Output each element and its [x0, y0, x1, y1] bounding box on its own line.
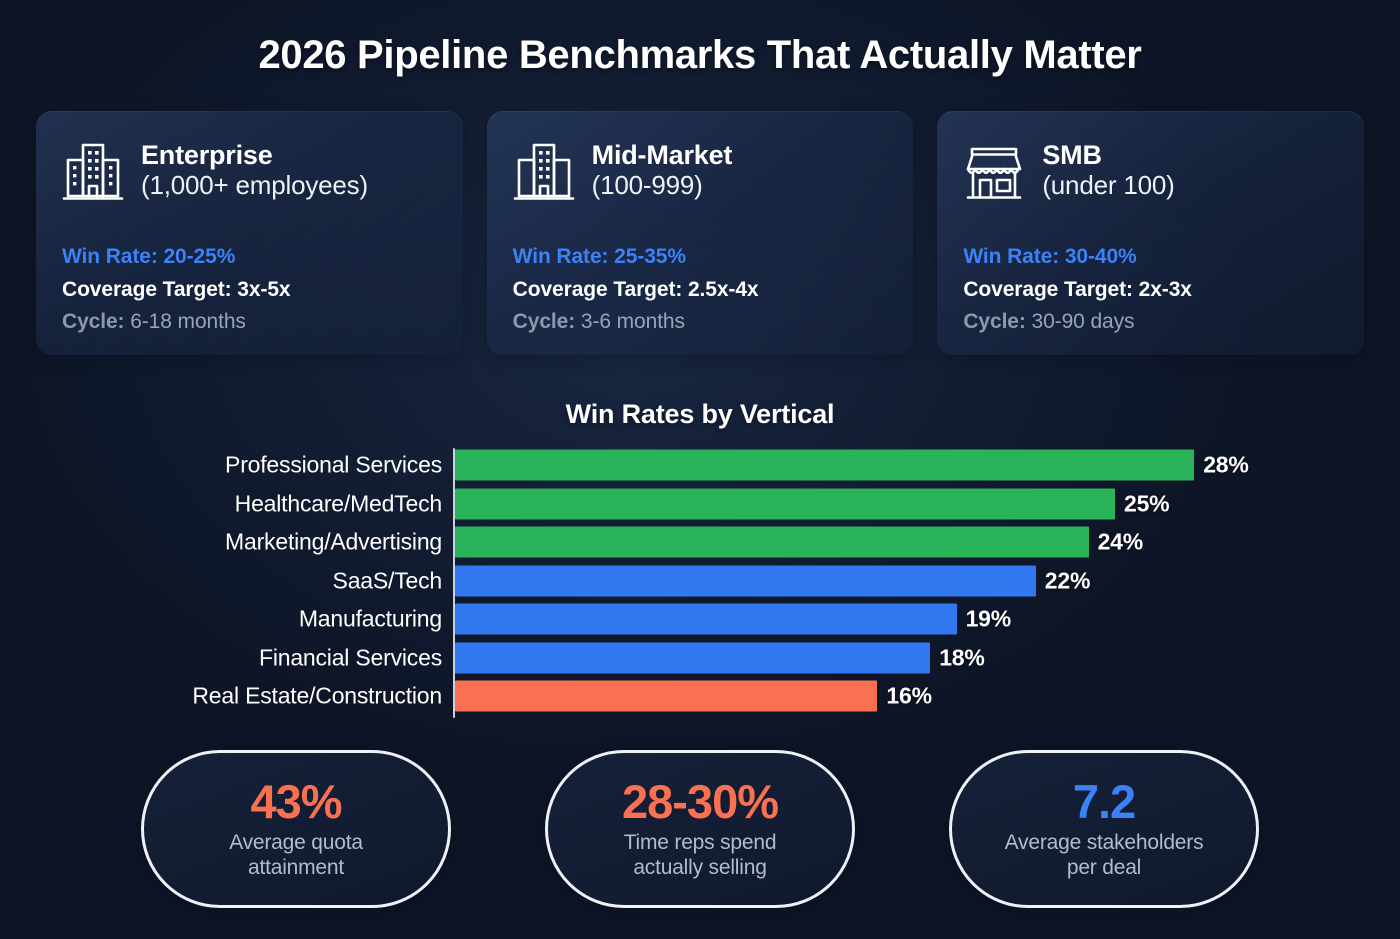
chart-row: Real Estate/Construction 16% [0, 677, 1400, 716]
chart-row: Financial Services 18% [0, 639, 1400, 678]
cycle-value: 30-90 days [1031, 310, 1135, 334]
stat-label-line1: Time reps spend [623, 830, 777, 854]
segment-name: Enterprise [141, 140, 273, 170]
cycle-line: Cycle: 30-90 days [963, 306, 1338, 339]
chart-bar [455, 488, 1115, 520]
chart-bar [455, 680, 878, 712]
chart-bar-value: 18% [939, 644, 985, 671]
chart-row: SaaS/Tech 22% [0, 562, 1400, 601]
segment-card-smb[interactable]: SMB (under 100) Win Rate: 30-40% Coverag… [937, 111, 1365, 355]
win-rate-line: Win Rate: 20-25% [62, 245, 236, 268]
stat-label: Time reps spend actually selling [624, 831, 777, 881]
stat-label-line1: Average stakeholders [1004, 830, 1204, 854]
stat-label-line2: attainment [247, 855, 345, 879]
chart-bar [455, 642, 931, 674]
segment-name: Mid-Market [591, 140, 733, 170]
stat-pill-selling-time[interactable]: 28-30% Time reps spend actually selling [545, 750, 855, 908]
win-rates-bar-chart: Professional Services 28% Healthcare/MedTe… [0, 446, 1400, 720]
card-stats: Win Rate: 30-40% Coverage Target: 2x-3x … [963, 241, 1338, 339]
win-rate-line: Win Rate: 25-35% [512, 245, 686, 268]
stat-value: 7.2 [1072, 774, 1136, 828]
chart-bar [455, 565, 1036, 597]
cycle-label: Cycle: [512, 310, 576, 334]
cycle-label: Cycle: [62, 310, 125, 334]
page-title: 2026 Pipeline Benchmarks That Actually M… [258, 33, 1142, 77]
segment-name: SMB [1042, 140, 1102, 170]
office-buildings-icon [62, 140, 124, 204]
chart-bar-value: 19% [965, 605, 1012, 632]
stat-value: 43% [250, 774, 342, 828]
cycle-line: Cycle: 6-18 months [62, 306, 437, 339]
chart-row: Healthcare/MedTech 25% [0, 485, 1400, 524]
chart-category-label: SaaS/Tech [332, 567, 443, 594]
stat-value: 28-30% [622, 774, 779, 828]
card-title-block: Enterprise (1,000+ employees) [141, 139, 368, 201]
cycle-value: 3-6 months [580, 310, 685, 334]
stat-label: Average quota attainment [229, 831, 363, 881]
chart-bar-value: 24% [1097, 528, 1144, 555]
chart-bar [455, 603, 957, 635]
stat-label-line2: actually selling [633, 855, 767, 879]
chart-row: Marketing/Advertising 24% [0, 523, 1400, 562]
segment-card-enterprise[interactable]: Enterprise (1,000+ employees) Win Rate: … [36, 111, 463, 355]
chart-bar [455, 526, 1089, 558]
chart-bar-value: 22% [1044, 567, 1091, 594]
segment-card-mid-market[interactable]: Mid-Market (100-999) Win Rate: 25-35% Co… [486, 111, 914, 355]
card-header: Mid-Market (100-999) [513, 139, 888, 225]
chart-title: Win Rates by Vertical [565, 399, 835, 429]
segment-size: (100-999) [591, 170, 703, 201]
stat-label-line1: Average quota [229, 830, 363, 854]
chart-category-label: Marketing/Advertising [225, 528, 442, 555]
stat-pill-stakeholders[interactable]: 7.2 Average stakeholders per deal [949, 750, 1259, 908]
chart-y-axis [453, 448, 455, 718]
chart-bar [455, 449, 1195, 481]
card-title-block: SMB (under 100) [1042, 139, 1174, 201]
cycle-line: Cycle: 3-6 months [513, 306, 888, 339]
segment-card-group: Enterprise (1,000+ employees) Win Rate: … [36, 111, 1365, 355]
chart-bar-value: 28% [1203, 451, 1249, 478]
card-stats: Win Rate: 25-35% Coverage Target: 2.5x-4… [513, 241, 888, 339]
chart-category-label: Real Estate/Construction [192, 682, 442, 709]
segment-size: (under 100) [1042, 170, 1175, 201]
card-stats: Win Rate: 20-25% Coverage Target: 3x-5x … [62, 241, 437, 339]
card-title-block: Mid-Market (100-999) [592, 139, 733, 201]
cycle-value: 6-18 months [130, 310, 246, 334]
chart-category-label: Professional Services [225, 451, 442, 478]
coverage-target-line: Coverage Target: 2x-3x [963, 277, 1192, 301]
chart-row: Manufacturing 19% [0, 600, 1400, 639]
coverage-target-line: Coverage Target: 2.5x-4x [512, 277, 759, 301]
cycle-label: Cycle: [963, 310, 1026, 334]
chart-category-label: Healthcare/MedTech [234, 490, 443, 517]
stat-pill-group: 43% Average quota attainment 28-30% Time… [0, 750, 1400, 915]
segment-size: (1,000+ employees) [141, 170, 368, 201]
card-header: SMB (under 100) [963, 139, 1338, 225]
storefront-icon [963, 140, 1025, 204]
stat-label: Average stakeholders per deal [1005, 831, 1204, 881]
stat-label-line2: per deal [1066, 855, 1142, 879]
win-rate-line: Win Rate: 30-40% [963, 245, 1137, 268]
chart-bar-value: 25% [1124, 490, 1170, 517]
chart-row: Professional Services 28% [0, 446, 1400, 485]
chart-bar-rows: Professional Services 28% Healthcare/MedTe… [0, 446, 1400, 716]
coverage-target-line: Coverage Target: 3x-5x [62, 277, 291, 301]
office-building-icon [513, 140, 575, 204]
stat-pill-quota-attainment[interactable]: 43% Average quota attainment [141, 750, 451, 908]
chart-category-label: Financial Services [258, 644, 442, 671]
card-header: Enterprise (1,000+ employees) [62, 139, 437, 225]
chart-category-label: Manufacturing [298, 605, 442, 632]
chart-bar-value: 16% [886, 682, 932, 709]
